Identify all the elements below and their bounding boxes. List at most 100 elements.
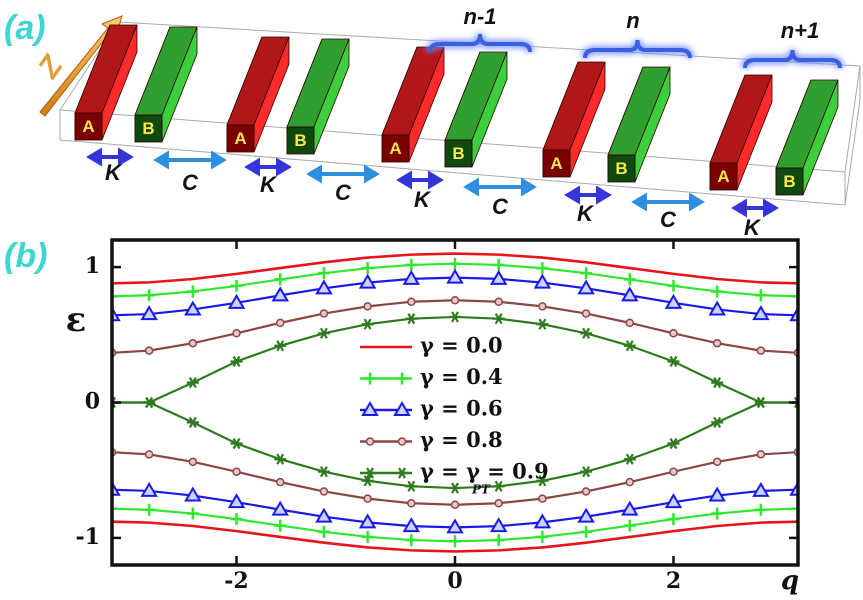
block-front <box>134 114 163 143</box>
coupling-arrow <box>731 198 779 218</box>
data-marker <box>489 517 508 533</box>
data-marker <box>667 355 680 368</box>
coupling-label: C <box>660 207 677 232</box>
legend-subscript: PT <box>471 483 491 497</box>
block: A <box>709 74 773 191</box>
chart: -101-2 0 2 qεγ = 0.0γ = 0.4γ = 0.6γ = 0.8γ … <box>66 238 800 596</box>
legend-label: γ = 0.8 <box>420 427 503 452</box>
data-marker <box>317 466 330 478</box>
coupling-arrow <box>244 157 292 177</box>
data-marker <box>184 300 202 316</box>
legend-marker <box>361 401 379 416</box>
data-marker <box>667 279 680 292</box>
data-marker <box>536 262 549 275</box>
series-line <box>112 252 798 285</box>
unit-label: n-1 <box>464 4 497 29</box>
data-marker <box>315 279 333 295</box>
data-marker <box>230 279 243 292</box>
data-marker <box>708 486 726 502</box>
data-marker <box>449 535 461 548</box>
data-marker <box>405 534 418 547</box>
data-marker <box>358 273 377 289</box>
data-marker <box>754 503 767 516</box>
brace <box>743 49 842 69</box>
block: A <box>542 61 606 178</box>
data-marker <box>402 517 421 533</box>
data-marker <box>538 494 547 503</box>
coupling-arrow <box>153 150 227 170</box>
data-marker <box>449 311 461 323</box>
data-marker <box>449 482 461 494</box>
block: B <box>607 66 671 183</box>
data-marker <box>402 269 421 285</box>
brace <box>583 39 692 59</box>
data-marker <box>664 293 683 309</box>
block: B <box>134 26 198 143</box>
data-marker <box>580 267 593 280</box>
data-marker <box>407 499 416 508</box>
data-marker <box>625 477 635 487</box>
series-line <box>112 315 798 404</box>
data-marker <box>752 481 770 497</box>
coupling-arrow <box>396 170 444 190</box>
data-marker <box>274 453 287 465</box>
data-marker <box>319 487 329 496</box>
data-marker <box>188 457 198 467</box>
data-marker <box>669 329 678 338</box>
data-marker <box>227 493 246 509</box>
legend-marker <box>364 467 376 479</box>
data-marker <box>363 494 372 503</box>
data-marker <box>405 258 418 271</box>
data-marker <box>143 396 156 409</box>
x-axis-label: q <box>781 566 799 596</box>
axis-label: Z <box>31 49 70 85</box>
data-marker <box>711 507 724 520</box>
data-marker <box>492 313 505 325</box>
data-marker <box>230 437 243 450</box>
data-marker <box>407 297 416 306</box>
data-marker <box>184 486 202 502</box>
block-label: A <box>389 139 401 158</box>
data-marker <box>363 302 372 311</box>
data-marker <box>754 396 767 409</box>
brace <box>428 33 532 53</box>
y-tick-label: 1 <box>85 253 100 279</box>
data-marker <box>144 346 154 355</box>
data-marker <box>492 480 505 492</box>
data-marker <box>227 293 246 309</box>
data-marker <box>708 300 726 316</box>
coupling-label: K <box>414 187 432 212</box>
coupling-label: K <box>744 215 762 240</box>
legend-label: γ = 0.6 <box>420 396 503 421</box>
data-marker <box>664 493 683 509</box>
data-marker <box>274 273 287 286</box>
series-line <box>112 520 798 553</box>
data-marker <box>621 500 639 516</box>
data-marker <box>143 503 156 516</box>
legend-marker <box>396 467 408 479</box>
data-marker <box>533 513 552 529</box>
block: A <box>74 24 138 141</box>
data-marker <box>754 289 767 302</box>
block-label: B <box>452 144 464 163</box>
data-marker <box>271 500 289 516</box>
y-tick-label: -1 <box>76 524 100 550</box>
block-front <box>226 124 255 153</box>
coupling-label: K <box>260 172 278 197</box>
x-tick-label: 2 <box>666 568 681 594</box>
coupling-label: K <box>577 201 595 226</box>
block-label: A <box>550 154 562 173</box>
block: B <box>775 79 839 196</box>
legend-marker <box>365 437 375 446</box>
block-front <box>74 112 103 141</box>
data-marker <box>712 457 722 467</box>
data-marker <box>752 305 770 321</box>
data-marker <box>536 530 549 543</box>
data-marker <box>623 340 636 352</box>
data-marker <box>315 507 333 523</box>
diagram: A B A B A B A B A B K C K C K C K C Kn-1 n n+1 <box>74 4 845 240</box>
panel-label: (a) <box>4 9 46 47</box>
data-marker <box>140 481 158 497</box>
data-marker <box>274 340 287 352</box>
data-marker <box>317 267 330 280</box>
